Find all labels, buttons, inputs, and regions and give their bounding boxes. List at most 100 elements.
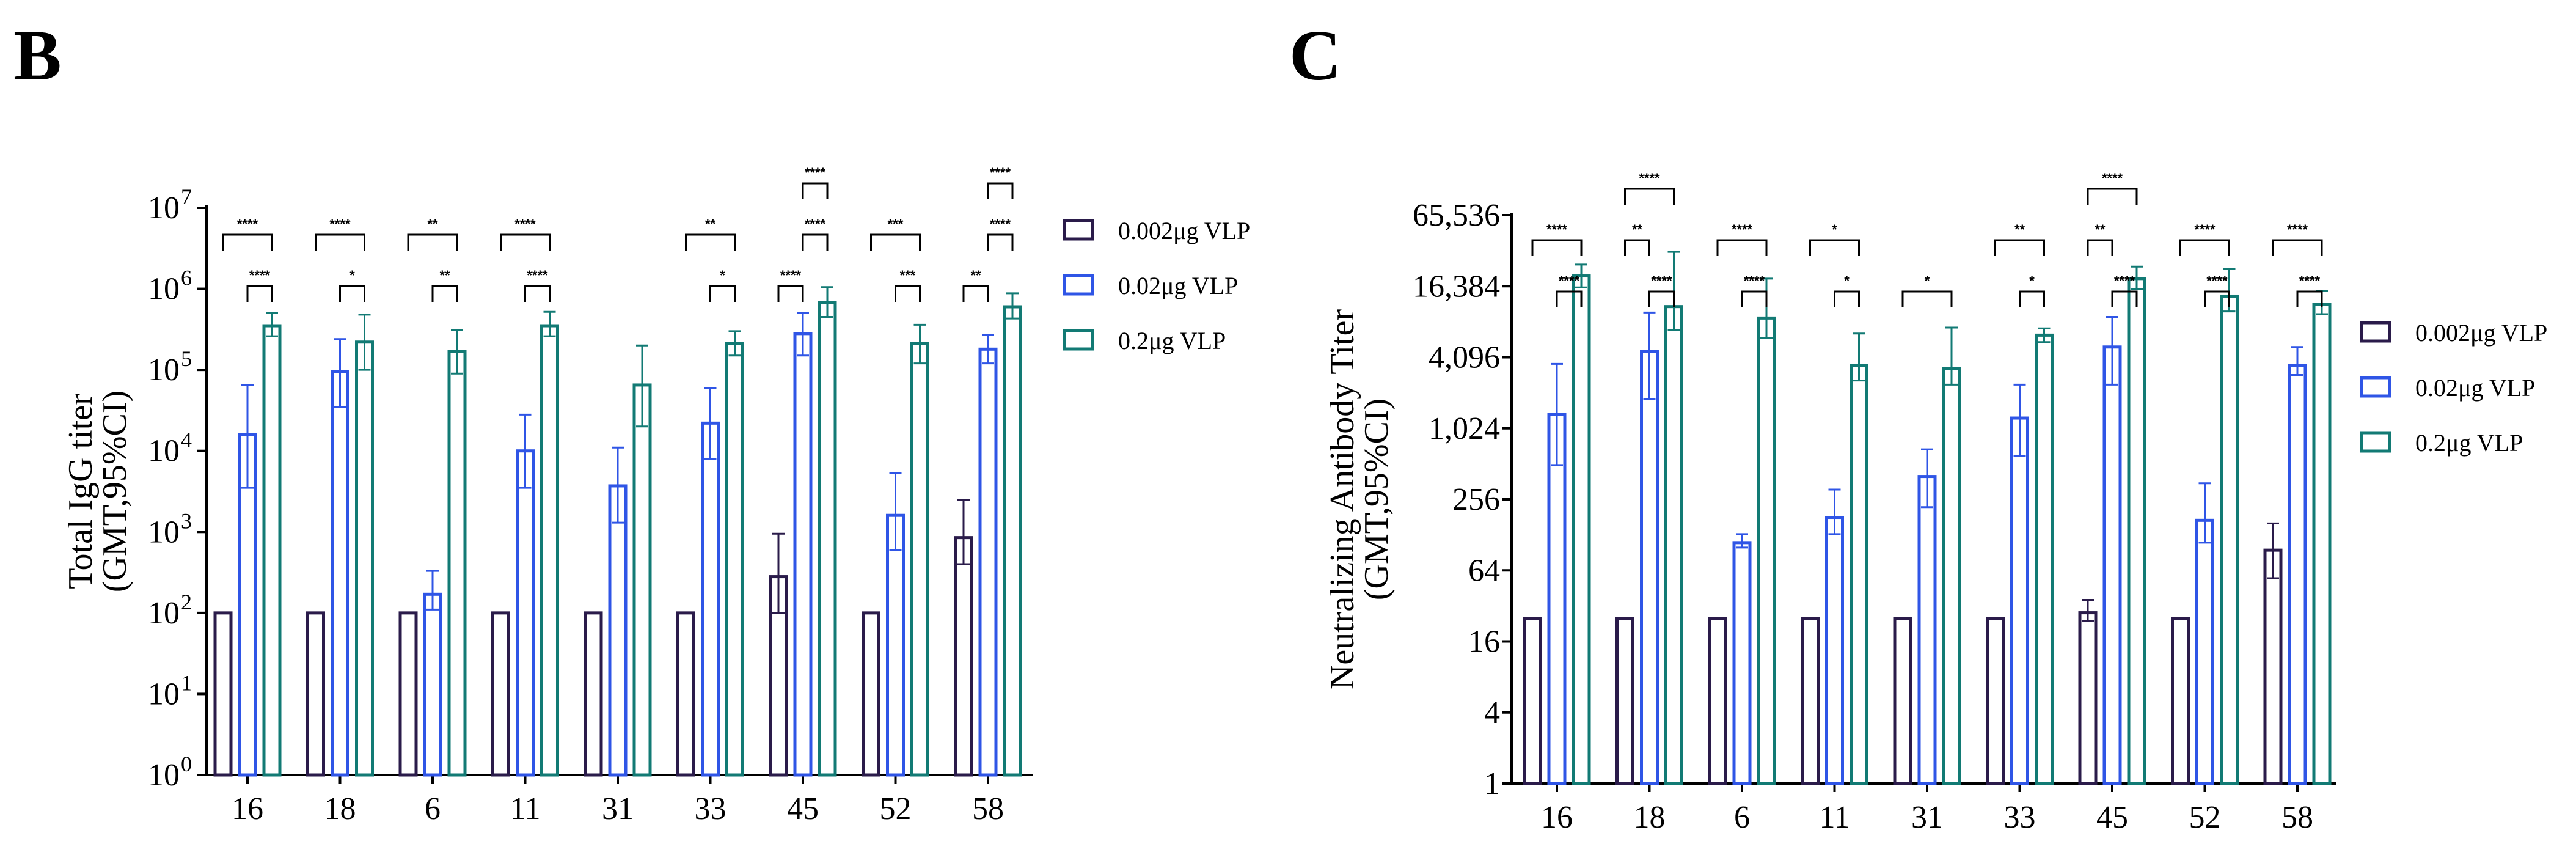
chart-c-significance-bracket xyxy=(2179,239,2230,256)
chart-b-legend-label: 0.02μg VLP xyxy=(1118,272,1238,299)
chart-b-y-tick-exponent: 0 xyxy=(181,752,192,776)
chart-c-significance-label: **** xyxy=(1639,171,1660,186)
chart-c-significance-label: **** xyxy=(1546,222,1568,237)
chart-c-bar-low xyxy=(2171,617,2190,785)
chart-b-x-tick-label: 33 xyxy=(695,791,726,826)
chart-c-bar-high xyxy=(2312,303,2332,785)
chart-c-bar-high xyxy=(1664,305,1683,785)
chart-b-significance-bracket xyxy=(685,233,736,251)
chart-b-bar-low xyxy=(954,536,973,777)
chart-c-bar-mid xyxy=(2288,364,2307,785)
chart-c-x-tick-label: 31 xyxy=(1911,800,1943,835)
chart-b-y-axis-label: (GMT,95%CI) xyxy=(96,391,134,592)
chart-c-x-tick-label: 6 xyxy=(1734,800,1750,835)
chart-c-bar-low xyxy=(1708,617,1727,785)
chart-b-significance-label: **** xyxy=(249,268,271,283)
chart-c-y-tick-label: 16 xyxy=(1468,625,1500,659)
chart-b-y-tick-label: 10 xyxy=(148,596,180,631)
chart-b-y-tick-exponent: 4 xyxy=(181,428,192,452)
chart-b-significance-bracket xyxy=(870,233,921,251)
chart-b-y-tick-label: 10 xyxy=(148,353,180,387)
chart-c-significance-label: **** xyxy=(1732,222,1753,237)
chart-c-y-axis-label: Neutralizing Antibody Titer xyxy=(1323,309,1361,690)
chart-b-y-axis-label: Total IgG titer xyxy=(62,394,100,589)
chart-b-bar-high xyxy=(632,383,652,777)
chart-c-bar-low xyxy=(1523,617,1542,785)
chart-b-y-tick-exponent: 5 xyxy=(181,347,192,371)
chart-b-x-tick-label: 16 xyxy=(232,791,263,826)
chart-b-significance-label: ** xyxy=(427,216,438,232)
chart-b-y-tick-exponent: 2 xyxy=(181,590,192,614)
chart-c-significance-label: **** xyxy=(2114,273,2135,288)
chart-c-x-tick-label: 16 xyxy=(1541,800,1573,835)
chart-b-significance-bracket xyxy=(709,285,736,302)
chart-b-significance-label: **** xyxy=(527,268,548,283)
chart-b-y-tick-label: 10 xyxy=(148,515,180,549)
chart-c-bar-mid xyxy=(2195,518,2214,785)
chart-b-significance-bracket xyxy=(407,233,458,251)
chart-b-bar-high xyxy=(355,340,374,777)
chart-b-x-tick-label: 31 xyxy=(602,791,634,826)
chart-c-bar-low xyxy=(2078,611,2098,785)
chart-c-significance-bracket xyxy=(1556,290,1583,307)
chart-b-significance-bracket xyxy=(895,285,921,302)
chart-c-significance-label: **** xyxy=(2102,171,2123,186)
chart-b-y-tick-exponent: 6 xyxy=(181,266,192,290)
chart-b-bar-high xyxy=(725,342,744,777)
chart-c-significance-bracket xyxy=(1624,188,1675,205)
chart-b-x-tick-label: 6 xyxy=(425,791,441,826)
chart-c-significance-label: **** xyxy=(1651,273,1672,288)
chart-c-legend-swatch-high xyxy=(2360,431,2391,453)
chart-b-y-tick-label: 10 xyxy=(148,272,180,307)
panel-letter-c: C xyxy=(1289,15,1341,95)
chart-b-y-tick-label: 10 xyxy=(148,677,180,711)
chart-b-bar-mid xyxy=(331,370,349,777)
chart-c-bar-mid xyxy=(1547,413,1567,785)
chart-b-significance-label: ** xyxy=(970,268,981,283)
chart-b-legend-swatch-high xyxy=(1063,329,1094,351)
chart-c-y-tick-label: 64 xyxy=(1468,553,1500,588)
chart-c-significance-label: **** xyxy=(1744,273,1765,288)
chart-c-x-tick-label: 52 xyxy=(2189,800,2221,835)
chart-b-bar-low xyxy=(213,611,233,777)
chart-c-bar-mid xyxy=(2102,345,2122,785)
chart-c-y-tick-label: 16,384 xyxy=(1413,269,1500,304)
chart-c-x-tick-label: 58 xyxy=(2281,800,2313,835)
chart-b-significance-bracket xyxy=(962,285,989,302)
chart-b-significance-bracket xyxy=(339,285,365,302)
chart-b-legend-label: 0.2μg VLP xyxy=(1118,327,1226,354)
chart-c-bar-mid xyxy=(1640,350,1659,785)
chart-c-significance-label: **** xyxy=(2299,273,2321,288)
chart-c-bar-high xyxy=(1850,364,1868,785)
chart-b-bar-mid xyxy=(608,484,628,777)
chart-b-significance-label: **** xyxy=(329,216,351,232)
chart-b-bar-mid xyxy=(793,332,813,777)
chart-c-significance-bracket xyxy=(1834,290,1860,307)
chart-c-significance-bracket xyxy=(2087,188,2138,205)
chart-b-significance-label: **** xyxy=(805,216,826,232)
chart-b-x-tick-label: 52 xyxy=(880,791,912,826)
chart-b-legend-swatch-low xyxy=(1063,219,1094,241)
chart-c-bar-high xyxy=(1942,367,1961,785)
chart-c-significance-bracket xyxy=(1901,290,1953,307)
chart-b-significance-label: **** xyxy=(237,216,258,232)
chart-c-significance-bracket xyxy=(2087,239,2113,256)
chart-c-y-tick-label: 256 xyxy=(1452,482,1500,517)
chart-c-bar-low xyxy=(1801,617,1820,785)
chart-c-x-tick-label: 18 xyxy=(1634,800,1666,835)
chart-b-bar-high xyxy=(262,324,282,777)
chart-c-significance-bracket xyxy=(1624,239,1650,256)
chart-c-bar-high xyxy=(2127,277,2146,785)
chart-c-bar-mid xyxy=(1825,516,1844,785)
chart-c-y-tick-label: 1,024 xyxy=(1429,411,1500,446)
chart-c-y-tick-label: 65,536 xyxy=(1413,198,1500,233)
chart-b-bar-low xyxy=(676,611,695,777)
chart-c-bar-low xyxy=(1615,617,1634,785)
chart-b-significance-bracket xyxy=(524,285,551,302)
chart-c-significance-label: ** xyxy=(2095,222,2106,237)
chart-c-significance-bracket xyxy=(2204,290,2230,307)
chart-b-significance-bracket xyxy=(246,285,273,302)
chart-c-significance-bracket xyxy=(1531,239,1583,256)
chart-b-x-tick-label: 45 xyxy=(787,791,819,826)
chart-c-legend-swatch-mid xyxy=(2360,376,2391,398)
